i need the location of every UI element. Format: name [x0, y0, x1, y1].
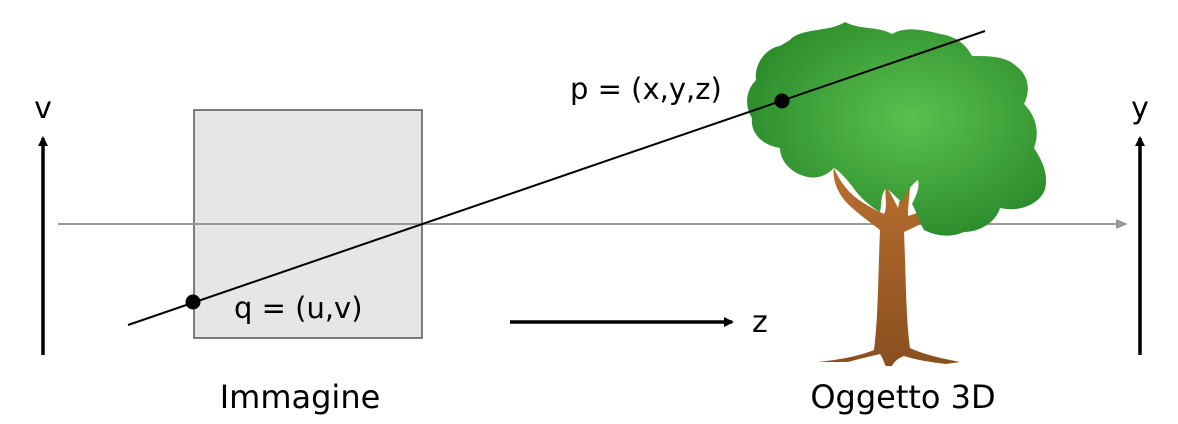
y-axis-label: y — [1131, 91, 1149, 126]
tree-illustration — [747, 22, 1047, 366]
object-caption: Oggetto 3D — [810, 378, 995, 416]
point-p-label: p = (x,y,z) — [570, 72, 722, 106]
point-q-dot — [185, 294, 201, 310]
point-q-label: q = (u,v) — [234, 291, 363, 325]
tree-trunk — [818, 165, 987, 366]
point-p-dot — [774, 93, 790, 109]
projection-ray — [127, 30, 986, 326]
tree-foliage — [747, 22, 1047, 236]
v-axis-label: v — [34, 91, 52, 126]
z-axis-label: z — [752, 305, 768, 340]
image-caption: Immagine — [220, 378, 381, 416]
